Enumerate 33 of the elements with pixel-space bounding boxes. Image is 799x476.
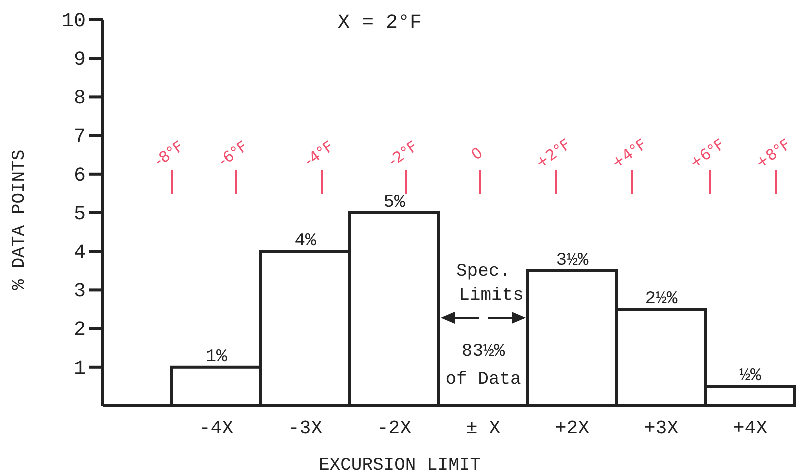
y-tick-label: 2 [74,319,86,342]
x-tick-label: ± X [466,417,502,440]
data-label: 1% [206,347,228,368]
y-tick-label: 8 [74,88,86,111]
y-tick-label: 6 [74,164,86,188]
x-tick-label: -4X [199,417,234,440]
x-tick-label: +2X [555,417,590,440]
x-tick-label: +4X [733,417,768,440]
y-tick-label: 5 [74,203,86,226]
data-label: 5% [384,193,406,213]
x-tick-label: +3X [644,417,680,440]
data-label: 2½% [645,290,678,310]
annotation: -4°F [301,138,338,170]
y-tick-label: 7 [74,126,86,150]
annotation: 83½% of Data [446,342,522,390]
annotation: -8°F [151,138,188,170]
annotation: -6°F [215,138,252,170]
data-label: 3½% [556,250,589,271]
chart-title: X = 2°F [338,12,422,35]
annotation: Spec. Limits [456,262,524,306]
y-tick-label: 3 [74,280,86,304]
x-tick-label: -2X [377,417,412,440]
x-axis-title: EXCURSION LIMIT [318,456,482,476]
data-label: ½% [740,366,762,387]
y-tick-label: 1 [74,358,86,381]
y-axis-title: % DATA POINTS [10,150,30,290]
annotation: -2°F [385,138,422,170]
data-label: 4% [294,232,316,252]
y-tick-label: 10 [62,10,86,34]
x-tick-label: -3X [288,417,324,440]
y-tick-label: 9 [74,49,86,72]
y-tick-label: 4 [74,242,86,265]
annotation: 0 [468,144,486,164]
